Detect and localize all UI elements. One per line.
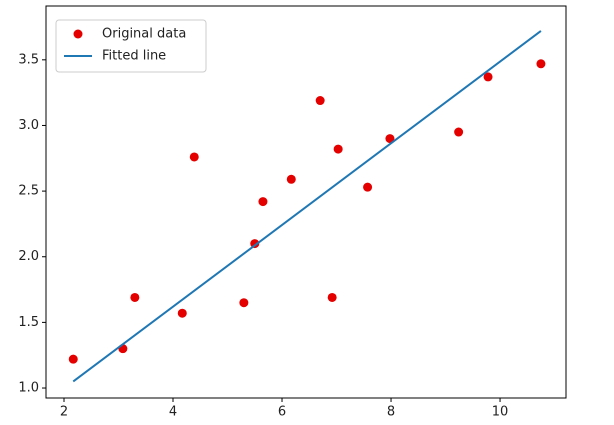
data-point xyxy=(363,182,373,192)
data-point xyxy=(454,127,464,137)
plot-frame xyxy=(45,5,567,399)
x-tick-label: 8 xyxy=(387,405,395,420)
legend-label: Original data xyxy=(102,27,186,42)
data-point xyxy=(315,96,325,106)
data-point xyxy=(385,134,395,144)
data-point xyxy=(333,144,343,154)
x-tick-label: 10 xyxy=(492,405,509,420)
y-tick-label: 3.5 xyxy=(18,52,39,67)
data-point xyxy=(239,298,249,308)
fit-line xyxy=(72,30,542,383)
legend-swatch xyxy=(73,29,83,39)
y-tick-label: 2.0 xyxy=(18,249,39,264)
data-point xyxy=(536,59,546,69)
data-point xyxy=(177,308,187,318)
legend-label: Fitted line xyxy=(102,49,166,64)
data-point xyxy=(258,197,268,207)
data-point xyxy=(286,174,296,184)
data-point xyxy=(483,72,493,82)
y-tick-label: 1.0 xyxy=(18,381,39,396)
x-tick-label: 2 xyxy=(60,405,68,420)
data-point xyxy=(327,292,337,302)
x-tick-label: 4 xyxy=(169,405,177,420)
data-point xyxy=(130,292,140,302)
y-tick-label: 2.5 xyxy=(18,184,39,199)
x-tick-label: 6 xyxy=(278,405,286,420)
y-tick-label: 1.5 xyxy=(18,315,39,330)
y-tick-label: 3.0 xyxy=(18,118,39,133)
data-point xyxy=(68,354,78,364)
legend-box xyxy=(55,19,207,73)
data-point xyxy=(189,152,199,162)
